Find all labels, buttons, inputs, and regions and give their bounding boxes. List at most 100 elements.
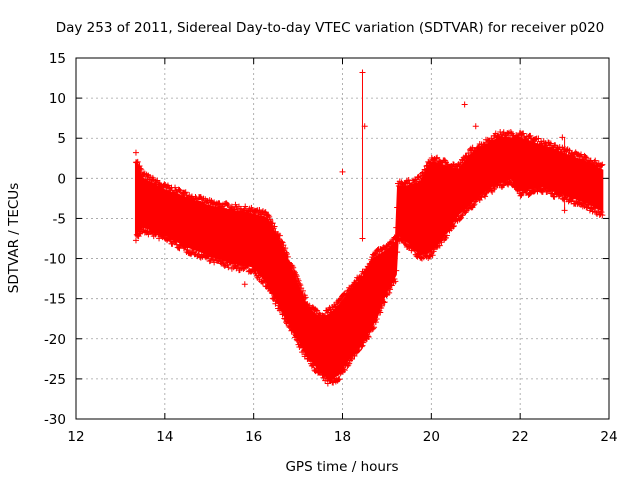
- data-point: [546, 187, 553, 194]
- data-point: [434, 154, 441, 161]
- data-point: [317, 369, 324, 376]
- data-point: [405, 177, 412, 184]
- data-point: [284, 253, 291, 260]
- data-point: [257, 272, 264, 279]
- data-point: [489, 138, 496, 145]
- data-point: [524, 186, 531, 193]
- data-point: [266, 213, 273, 220]
- data-point: [515, 134, 522, 141]
- data-point: [532, 136, 539, 143]
- data-point: [382, 246, 389, 253]
- data-point: [402, 240, 409, 247]
- data-point: [322, 313, 329, 320]
- data-point: [269, 220, 276, 227]
- data-point: [196, 248, 203, 255]
- data-point: [340, 366, 347, 373]
- axis-ticks: 12 14 16 18 20 22 24 -30 -25 -20 -15 -10 -5 0 5 10 15: [44, 51, 618, 445]
- data-point: [423, 163, 430, 170]
- data-point: [570, 195, 577, 202]
- data-point: [432, 159, 439, 166]
- x-tick-label: 16: [245, 429, 262, 445]
- x-tick-label: 24: [600, 429, 617, 445]
- y-tick-label: -25: [44, 372, 66, 388]
- data-point: [138, 166, 145, 173]
- data-point: [386, 289, 393, 296]
- data-point: [399, 236, 406, 243]
- data-point: [348, 356, 355, 363]
- data-point: [387, 286, 394, 293]
- data-point: [422, 167, 429, 174]
- data-point: [271, 223, 278, 230]
- data-point: [434, 244, 441, 251]
- data-point: [411, 247, 418, 254]
- data-point: [470, 202, 477, 209]
- data-point: [287, 323, 294, 330]
- data-point: [244, 262, 251, 269]
- y-tick-label: 0: [57, 171, 66, 187]
- data-point: [450, 223, 457, 230]
- data-point: [293, 336, 300, 343]
- data-point: [302, 294, 309, 301]
- data-point: [290, 327, 297, 334]
- data-point: [523, 187, 530, 194]
- data-point: [365, 333, 372, 340]
- data-point: [145, 231, 152, 238]
- data-point: [207, 257, 214, 264]
- data-point: [433, 155, 440, 162]
- data-point: [374, 311, 381, 318]
- data-point: [373, 315, 380, 322]
- data-point: [466, 153, 473, 160]
- data-point: [450, 222, 457, 229]
- data-point: [421, 166, 428, 173]
- data-point: [172, 238, 179, 245]
- y-tick-label: 15: [49, 51, 66, 67]
- data-point: [314, 365, 321, 372]
- y-tick-label: -15: [44, 292, 66, 308]
- data-point: [370, 325, 377, 332]
- data-point: [517, 192, 524, 199]
- data-point: [585, 201, 592, 208]
- data-point: [394, 249, 401, 256]
- data-point: [297, 282, 304, 289]
- data-point: [132, 237, 139, 244]
- y-tick-label: 10: [49, 91, 66, 107]
- data-point: [364, 333, 371, 340]
- data-outlier: [339, 168, 346, 175]
- data-point: [284, 317, 291, 324]
- data-point: [334, 300, 341, 307]
- data-point: [299, 287, 306, 294]
- data-point: [332, 304, 339, 311]
- data-point: [392, 235, 399, 242]
- data-point: [294, 337, 301, 344]
- data-point: [251, 267, 258, 274]
- y-tick-label: -30: [44, 412, 66, 428]
- data-point: [578, 151, 585, 158]
- data-point: [268, 289, 275, 296]
- data-point: [392, 278, 399, 285]
- data-point: [524, 137, 531, 144]
- data-point: [393, 267, 400, 274]
- data-point: [209, 253, 216, 260]
- data-point: [297, 341, 304, 348]
- data-point: [292, 271, 299, 278]
- x-tick-label: 20: [423, 429, 440, 445]
- data-point: [271, 294, 278, 301]
- data-point: [547, 140, 554, 147]
- data-point: [194, 253, 201, 260]
- data-point: [426, 252, 433, 259]
- data-point: [286, 324, 293, 331]
- data-series: [132, 69, 606, 387]
- data-point: [193, 247, 200, 254]
- data-point: [558, 190, 565, 197]
- data-point: [336, 376, 343, 383]
- data-point: [527, 132, 534, 139]
- data-outlier: [359, 235, 366, 242]
- x-tick-label: 18: [334, 429, 351, 445]
- data-point: [458, 212, 465, 219]
- data-point: [290, 264, 297, 271]
- data-point: [420, 172, 427, 179]
- data-point: [347, 287, 354, 294]
- data-point: [352, 280, 359, 287]
- data-point: [491, 184, 498, 191]
- data-point: [331, 303, 338, 310]
